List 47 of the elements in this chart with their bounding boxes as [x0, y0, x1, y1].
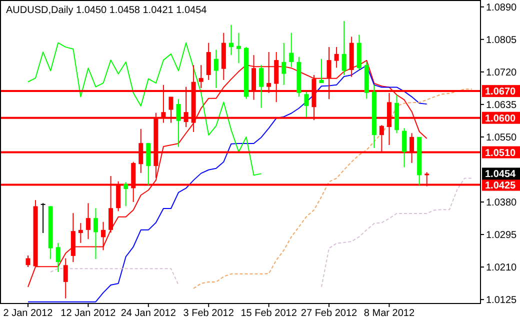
candlestick	[101, 221, 106, 251]
candlestick	[342, 20, 346, 76]
y-tick-label: 1.0720	[486, 67, 518, 78]
text: 1.0454	[485, 169, 516, 180]
candlestick	[26, 255, 30, 268]
x-tick-label: 24 Jan 2012	[120, 308, 176, 319]
ref-line-label: 1.0425	[485, 180, 516, 192]
candlestick	[93, 208, 98, 260]
y-tick-label: 1.0805	[486, 34, 518, 46]
candlestick	[56, 242, 60, 273]
candlestick	[40, 202, 46, 234]
y-tick-label: 1.0210	[486, 262, 518, 274]
candlestick	[146, 142, 151, 186]
candlestick	[304, 91, 309, 118]
candlestick	[402, 128, 407, 168]
candlestick	[259, 64, 264, 108]
candlestick	[228, 24, 234, 56]
candlestick	[176, 98, 181, 148]
x-tick-label: 12 Jan 2012	[60, 308, 116, 319]
candlestick	[236, 32, 241, 64]
candlestick	[319, 58, 324, 84]
ref-line-label: 1.0670	[485, 86, 516, 98]
ref-line-label: 1.0600	[485, 113, 516, 124]
x-tick-label: 27 Feb 2012	[300, 308, 358, 319]
ref-line-label: 1.0510	[485, 148, 516, 159]
candlestick	[124, 182, 128, 207]
candlestick	[289, 32, 294, 68]
x-tick-label: 8 Mar 2012	[364, 308, 415, 319]
text: AUDUSD,Daily 1.0450 1.0458 1.0421 1.0454	[6, 5, 208, 16]
candlestick	[334, 46, 339, 68]
y-tick-label: 1.0890	[486, 2, 518, 14]
line-series	[193, 88, 472, 289]
candlestick	[282, 42, 286, 86]
x-tick-label: 2 Jan 2012	[3, 308, 54, 319]
candlestick	[78, 222, 83, 244]
line-series	[28, 42, 262, 176]
candlestick	[198, 64, 204, 88]
y-tick-label: 1.0380	[486, 198, 518, 208]
y-tick-label: 1.0125	[486, 295, 518, 306]
x-tick-label: 3 Feb 2012	[183, 308, 234, 319]
x-tick-label: 15 Feb 2012	[240, 308, 298, 319]
candlestick	[86, 202, 90, 240]
y-tick-label: 1.0295	[486, 230, 518, 242]
y-tick-label: 1.0550	[486, 132, 518, 144]
candlestick	[214, 49, 218, 88]
candlestick	[206, 42, 211, 80]
y-tick-label: 1.0635	[486, 100, 518, 111]
